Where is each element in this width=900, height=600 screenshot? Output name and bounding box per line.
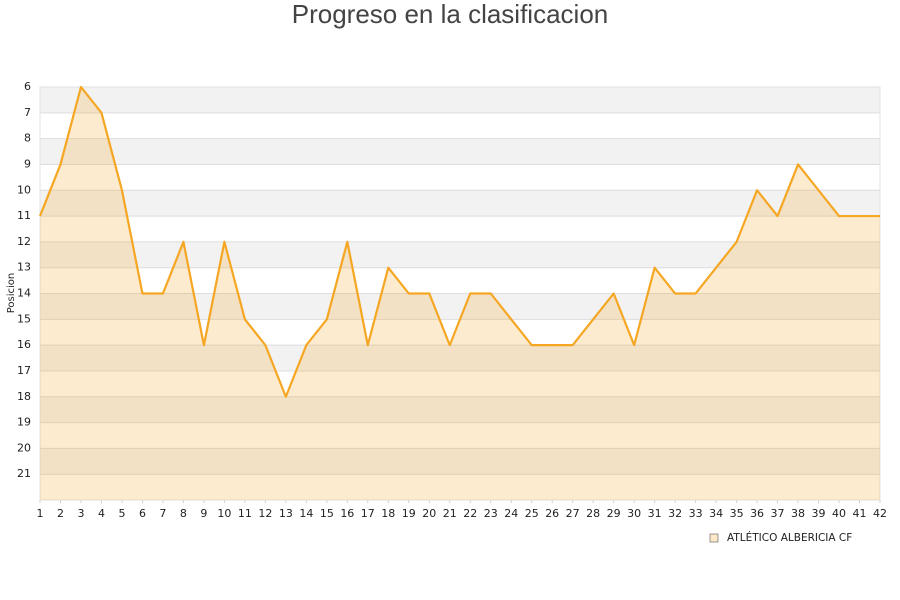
grid-band (40, 345, 880, 371)
line (38, 85, 880, 398)
x-tick-label: 34 (709, 507, 723, 520)
x-tick-label: 18 (381, 507, 395, 520)
grid-band (40, 87, 880, 113)
y-tick-label: 19 (17, 416, 31, 429)
y-tick-label: 16 (17, 338, 31, 351)
legend-label: ATLÉTICO ALBERICIA CF (727, 531, 852, 544)
x-tick-label: 17 (361, 507, 375, 520)
x-tick-label: 5 (118, 507, 125, 520)
grid-band (40, 112, 880, 139)
x-tick-label: 35 (730, 507, 744, 520)
y-tick-label: 15 (17, 312, 31, 325)
x-tick-label: 13 (279, 507, 293, 520)
x-tick-label: 40 (832, 507, 846, 520)
x-tick-label: 20 (422, 507, 436, 520)
x-tick-label: 32 (668, 507, 682, 520)
y-tick-label: 21 (17, 467, 31, 480)
y-tick-label: 10 (17, 183, 31, 196)
x-tick-label: 31 (648, 507, 662, 520)
x-tick-label: 25 (525, 507, 539, 520)
x-tick-label: 26 (545, 507, 559, 520)
y-tick-label: 18 (17, 390, 31, 403)
x-tick-label: 24 (504, 507, 518, 520)
x-tick-label: 1 (37, 507, 44, 520)
grid-band (40, 396, 880, 423)
y-tick-label: 14 (17, 287, 31, 300)
chart-title: Progreso en la clasificacion (292, 0, 609, 29)
x-tick-label: 28 (586, 507, 600, 520)
plot-border (39, 86, 881, 501)
area (40, 87, 880, 500)
x-tick-label: 39 (812, 507, 826, 520)
grid-band (40, 267, 880, 294)
x-tick-label: 12 (258, 507, 272, 520)
x-tick-label: 37 (771, 507, 785, 520)
x-tick-label: 27 (566, 507, 580, 520)
x-tick-label: 33 (689, 507, 703, 520)
grid-band (40, 241, 880, 268)
grid-band (40, 190, 880, 217)
x-tick-label: 21 (443, 507, 457, 520)
legend-swatch (709, 533, 719, 543)
x-tick-label: 42 (873, 507, 887, 520)
x-tick-label: 30 (627, 507, 641, 520)
x-tick-label: 4 (98, 507, 105, 520)
x-tick-label: 11 (238, 507, 252, 520)
x-tick-label: 7 (159, 507, 166, 520)
x-tick-label: 16 (340, 507, 354, 520)
grid-band (40, 448, 880, 475)
x-tick-label: 41 (853, 507, 867, 520)
y-tick-label: 9 (24, 157, 31, 170)
x-tick-label: 3 (77, 507, 84, 520)
y-tick-label: 17 (17, 364, 31, 377)
x-tick-label: 23 (484, 507, 498, 520)
y-tick-label: 11 (17, 209, 31, 222)
grid-band (40, 164, 880, 191)
x-tick-label: 6 (139, 507, 146, 520)
grid-band (40, 138, 880, 165)
y-tick-label: 13 (17, 261, 31, 274)
y-tick-label: 6 (24, 80, 31, 93)
grid-band (40, 370, 880, 397)
x-tick-label: 14 (299, 507, 313, 520)
grid-band (40, 422, 880, 449)
x-tick-label: 29 (607, 507, 621, 520)
x-tick-label: 38 (791, 507, 805, 520)
grid-band (40, 293, 880, 320)
x-tick-label: 15 (320, 507, 334, 520)
y-tick-label: 7 (24, 106, 31, 119)
x-tick-label: 22 (463, 507, 477, 520)
y-tick-label: 12 (17, 235, 31, 248)
x-tick-label: 19 (402, 507, 416, 520)
grid-band (40, 216, 880, 242)
x-tick-label: 2 (57, 507, 64, 520)
grid-band (40, 474, 880, 500)
grid-band (40, 319, 880, 346)
x-tick-label: 8 (180, 507, 187, 520)
y-tick-label: 8 (24, 132, 31, 145)
y-tick-label: 20 (17, 441, 31, 454)
x-tick-label: 10 (217, 507, 231, 520)
x-tick-label: 36 (750, 507, 764, 520)
y-axis-label: Posicion (6, 273, 17, 314)
x-tick-label: 9 (200, 507, 207, 520)
